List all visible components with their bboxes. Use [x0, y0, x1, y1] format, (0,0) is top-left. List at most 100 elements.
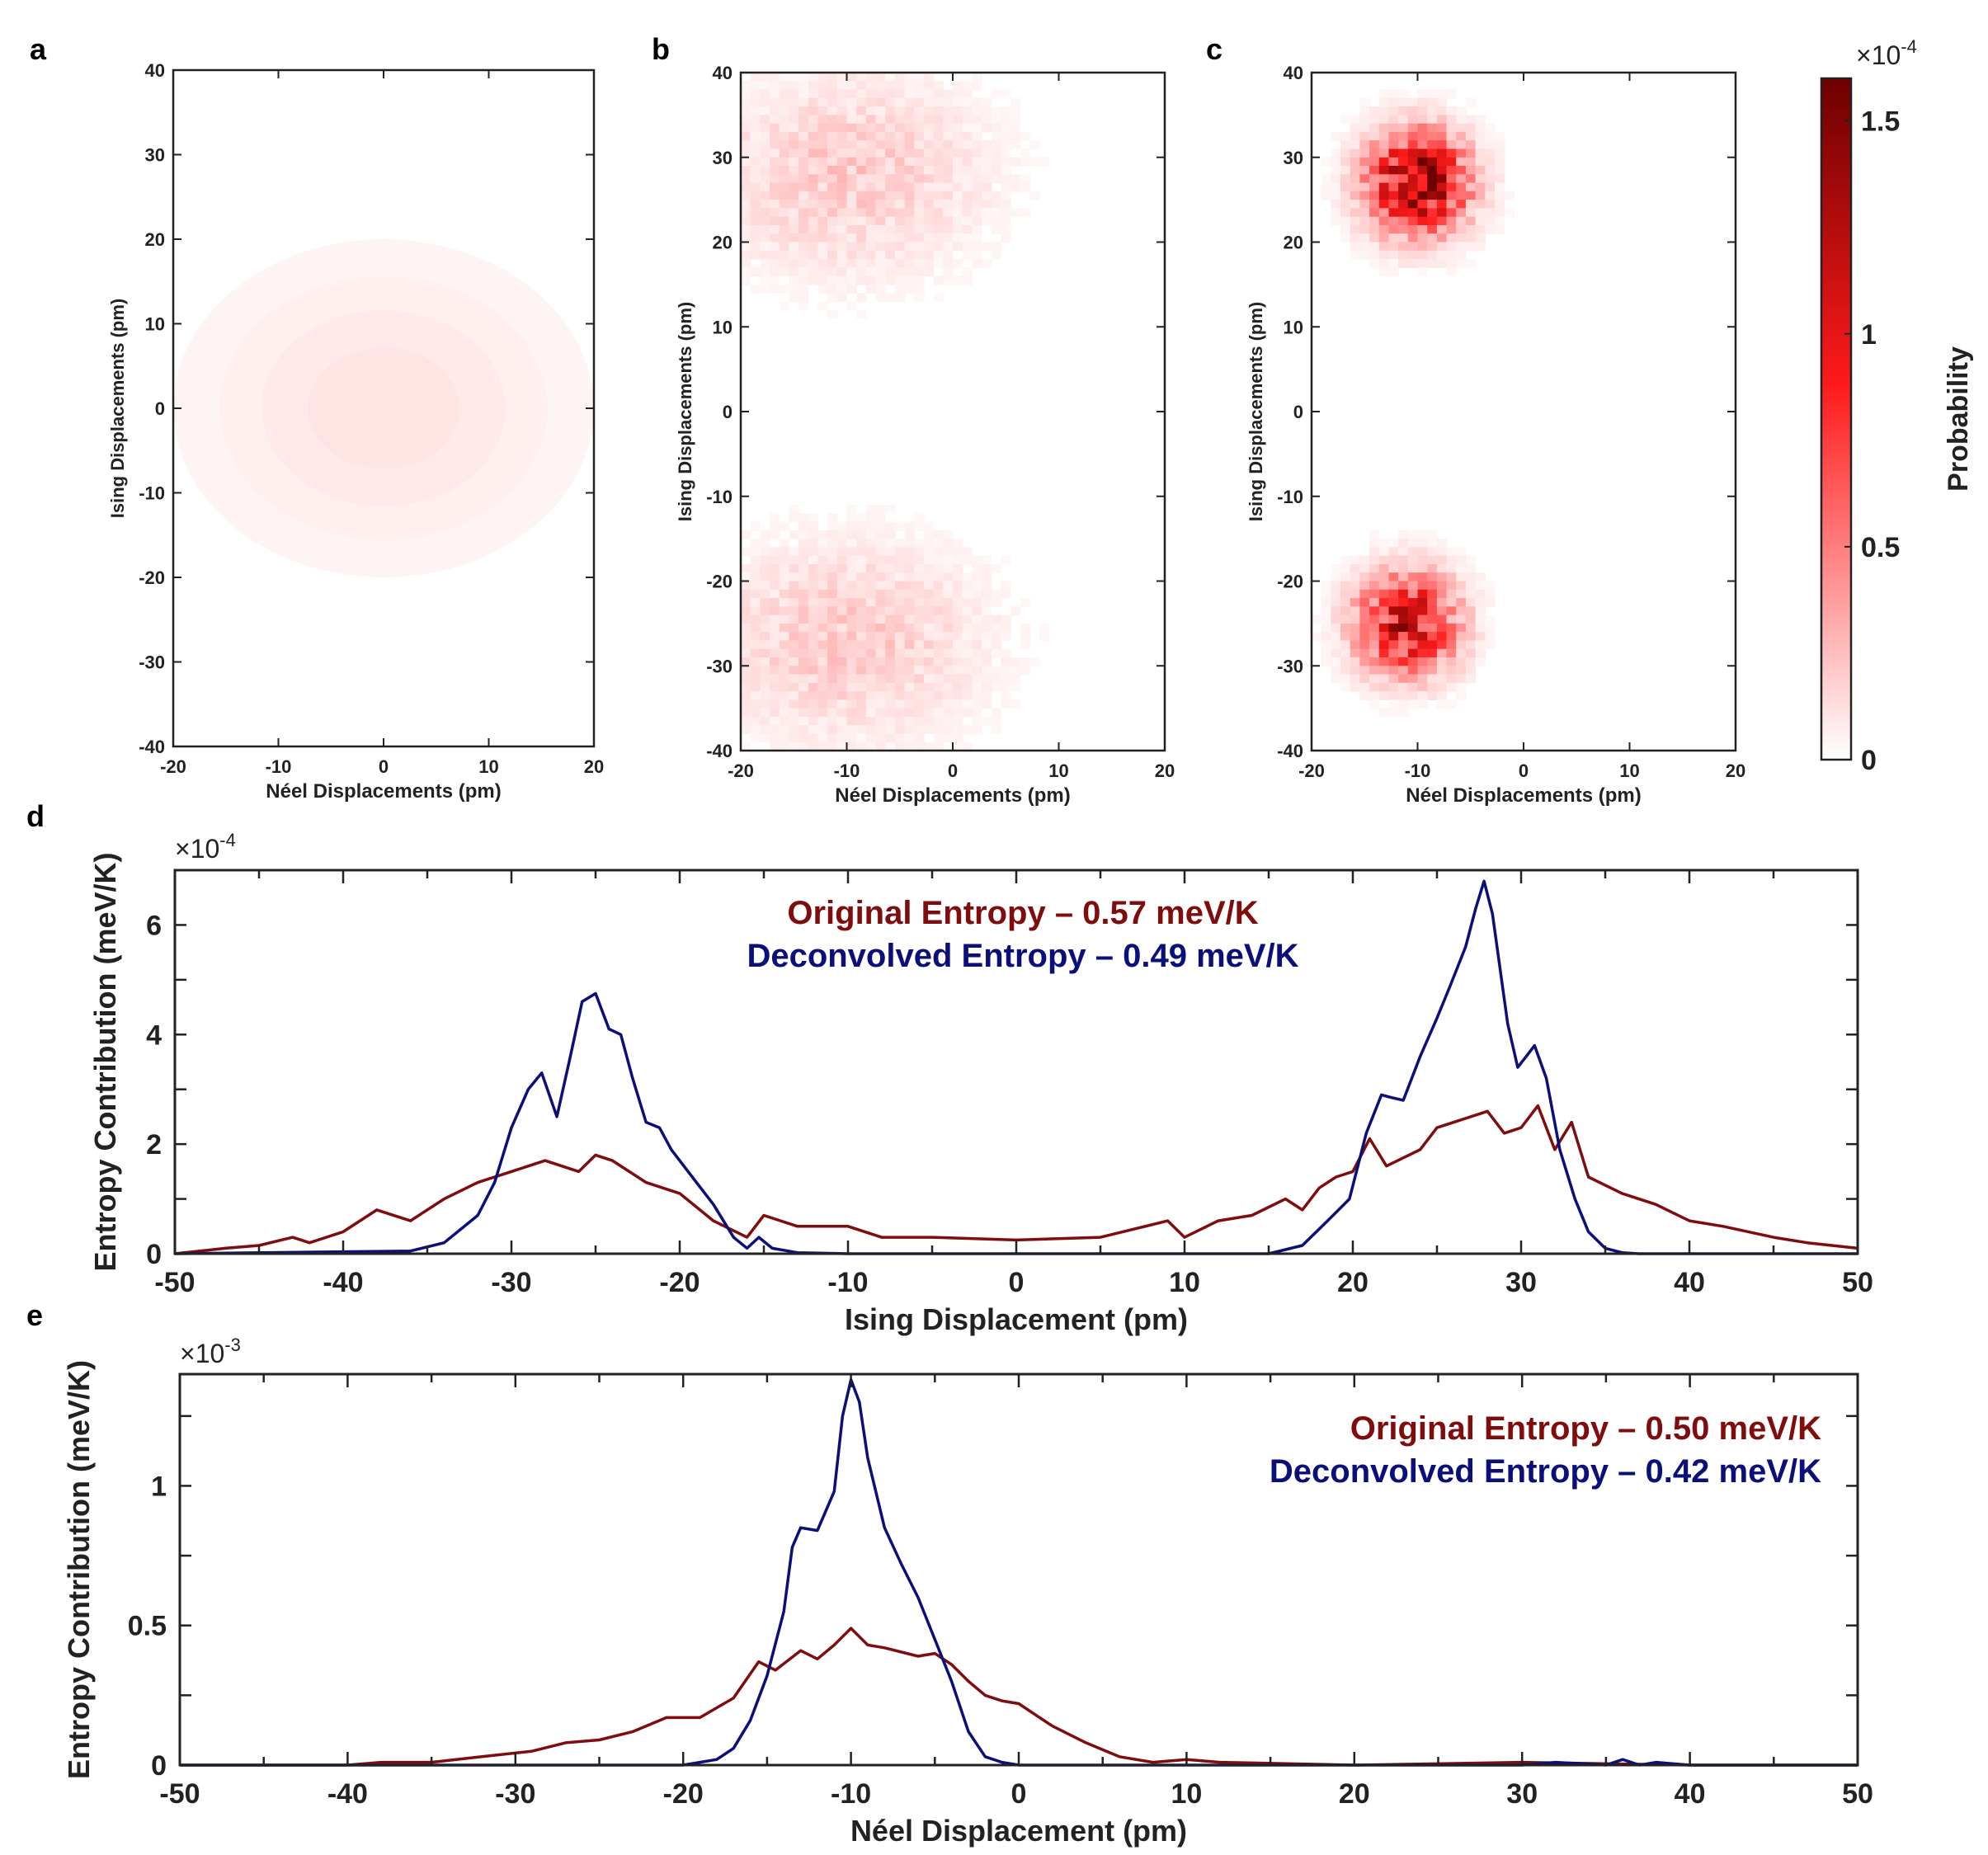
density-cell: [1465, 148, 1477, 158]
density-cell: [750, 233, 761, 243]
density-cell: [953, 614, 963, 624]
density-cell: [1039, 157, 1050, 167]
density-cell: [741, 632, 751, 641]
density-cell: [1427, 140, 1438, 150]
density-cell: [789, 742, 799, 751]
density-cell: [982, 140, 992, 150]
density-cell: [1446, 555, 1457, 565]
density-cell: [1417, 123, 1428, 133]
x-tick-label: 0: [1011, 1778, 1027, 1810]
density-cell: [914, 284, 925, 294]
density-cell: [779, 97, 789, 107]
x-tick-label: 20: [1339, 1778, 1370, 1810]
density-cell: [953, 716, 963, 726]
density-cell: [972, 674, 982, 684]
density-cell: [865, 259, 877, 268]
density-cell: [1456, 640, 1467, 650]
density-cell: [817, 89, 828, 99]
density-cell: [1001, 140, 1011, 150]
density-cell: [1398, 233, 1409, 243]
density-cell: [953, 572, 963, 582]
y-tick-label: 0: [1293, 402, 1303, 422]
density-cell: [1010, 140, 1021, 150]
density-cell: [1446, 547, 1457, 557]
density-cell: [924, 606, 935, 616]
density-cell: [982, 200, 992, 209]
density-cell: [894, 716, 906, 726]
density-cell: [1427, 166, 1438, 175]
density-cell: [856, 623, 867, 633]
density-cell: [1456, 174, 1467, 184]
density-cell: [1465, 589, 1477, 599]
density-cell: [1446, 648, 1457, 658]
density-cell: [1446, 640, 1457, 650]
density-cell: [1378, 547, 1390, 557]
density-cell: [885, 725, 896, 735]
density-cell: [817, 106, 828, 115]
density-cell: [924, 725, 935, 735]
density-cell: [894, 691, 906, 700]
density-cell: [894, 115, 906, 125]
density-cell: [972, 242, 982, 252]
density-cell: [836, 657, 848, 666]
density-cell: [789, 682, 799, 692]
density-cell: [1388, 123, 1399, 133]
density-cell: [865, 242, 877, 252]
density-cell: [1456, 200, 1467, 209]
density-cell: [1475, 623, 1486, 633]
density-cell: [1001, 225, 1011, 234]
density-cell: [798, 632, 809, 641]
density-cell: [750, 284, 761, 294]
x-tick-label: 30: [1506, 1778, 1538, 1810]
density-cell: [1350, 640, 1360, 650]
density-cell: [798, 674, 809, 684]
density-cell: [924, 259, 935, 268]
density-cell: [1350, 606, 1360, 616]
density-cell: [924, 191, 935, 200]
density-cell: [924, 216, 935, 226]
density-cell: [1388, 216, 1399, 226]
density-cell: [885, 623, 896, 633]
density-cell: [1398, 589, 1409, 599]
density-cell: [817, 174, 828, 184]
density-cell: [808, 564, 819, 573]
density-cell: [1465, 572, 1477, 582]
density-cell: [1378, 233, 1390, 243]
density-cell: [770, 657, 780, 666]
x-tick-label: 50: [1842, 1267, 1873, 1298]
density-cell: [770, 598, 780, 607]
density-cell: [972, 123, 982, 133]
density-cell: [856, 530, 867, 539]
density-cell: [885, 182, 896, 192]
density-cell: [865, 521, 877, 531]
density-cell: [770, 632, 780, 641]
density-cell: [1340, 148, 1351, 158]
density-cell: [1388, 89, 1399, 99]
density-cell: [779, 267, 789, 277]
density-cell: [1465, 200, 1477, 209]
density-cell: [798, 106, 809, 115]
density-cell: [904, 140, 915, 150]
density-cell: [894, 708, 906, 718]
density-cell: [1456, 259, 1467, 268]
density-cell: [808, 733, 819, 743]
density-cell: [846, 233, 857, 243]
density-cell: [875, 623, 886, 633]
density-cell: [1485, 140, 1496, 150]
density-cell: [1407, 216, 1419, 226]
density-cell: [894, 666, 906, 676]
density-cell: [808, 106, 819, 115]
density-cell: [885, 208, 896, 218]
density-cell: [1427, 648, 1438, 658]
density-cell: [1020, 657, 1031, 666]
x-axis-label: Néel Displacements (pm): [835, 784, 1070, 807]
density-cell: [1378, 208, 1390, 218]
density-cell: [1465, 225, 1477, 234]
density-cell: [1417, 589, 1428, 599]
density-cell: [817, 632, 828, 641]
density-cell: [1398, 208, 1409, 218]
density-cell: [760, 89, 770, 99]
density-cell: [1465, 97, 1477, 107]
density-cell: [962, 555, 973, 565]
density-cell: [836, 81, 848, 91]
